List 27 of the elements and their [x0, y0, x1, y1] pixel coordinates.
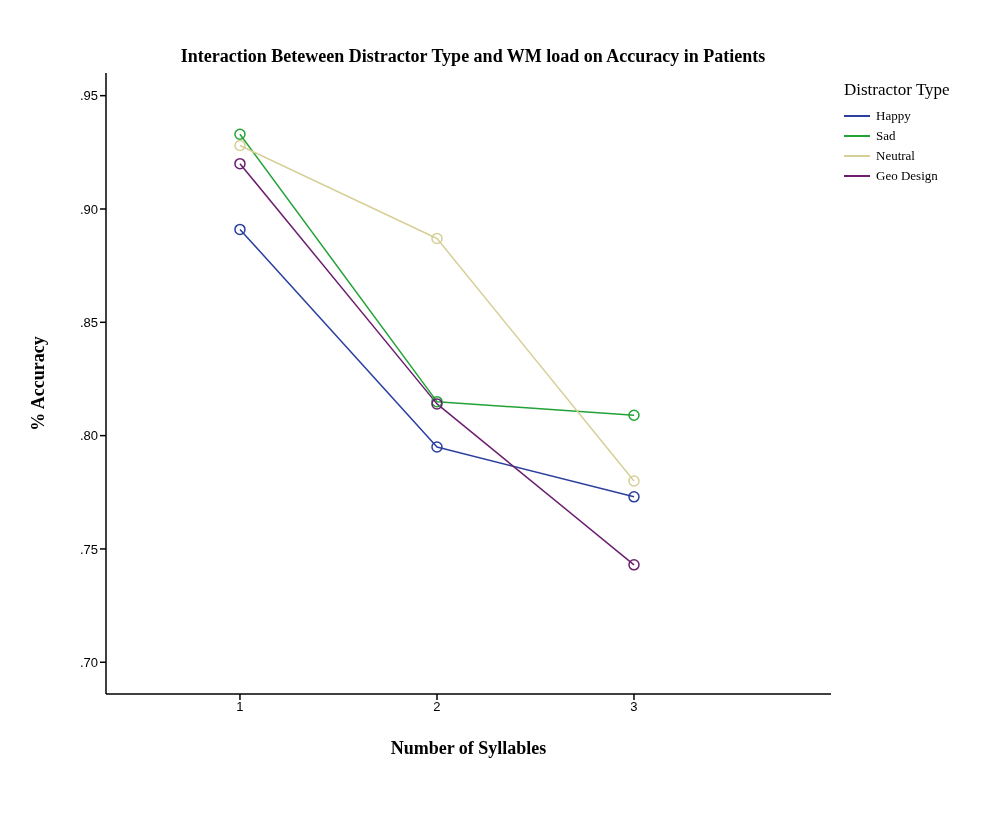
point [628, 475, 640, 487]
point [234, 223, 246, 236]
x-axis-title: Number of Syllables [390, 738, 547, 758]
legend-label: Neutral [876, 148, 915, 164]
y-tick-label: .90 [79, 201, 98, 217]
y-tick-label: .70 [79, 654, 98, 670]
y-tick-label: .85 [79, 314, 98, 330]
x-tick-label: 3 [630, 699, 638, 715]
x-tick-label: 2 [433, 699, 441, 715]
y-tick-label: .95 [79, 88, 98, 104]
point [234, 157, 246, 170]
point [234, 128, 246, 140]
point [431, 232, 443, 245]
x-tick-label: 1 [236, 699, 244, 715]
legend-label: Geo Design [876, 168, 938, 184]
point [431, 441, 443, 453]
chart-title: Interaction Beteween Distractor Type and WM load on Accuracy in Patients [179, 46, 767, 67]
legend-label: Sad [876, 128, 896, 144]
point [628, 409, 640, 421]
point [234, 139, 246, 152]
legend-title: Distractor Type [844, 80, 950, 100]
point [628, 559, 640, 571]
legend-label: Happy [876, 108, 911, 124]
point [628, 491, 640, 503]
y-tick-label: .80 [79, 428, 98, 444]
y-axis-title: % Accuracy [28, 336, 49, 431]
y-tick-label: .75 [79, 541, 98, 557]
